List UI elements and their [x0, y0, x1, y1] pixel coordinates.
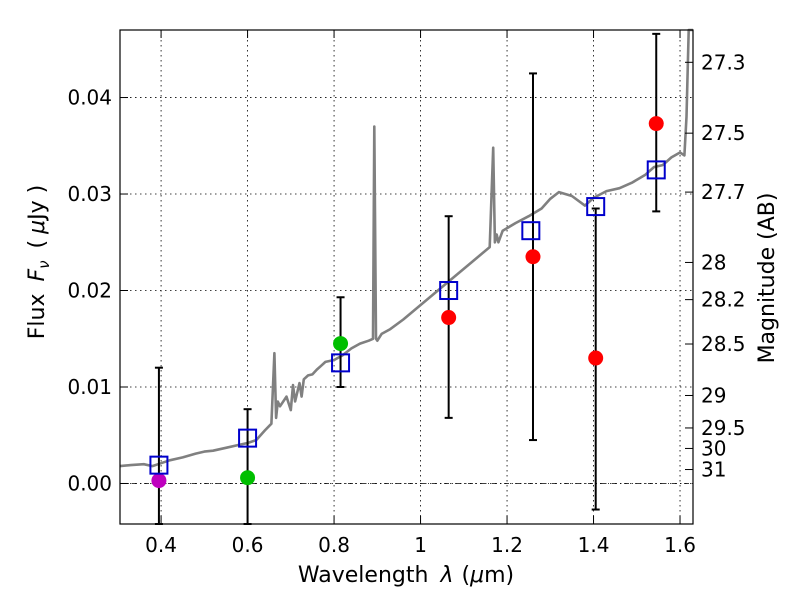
model-square	[521, 221, 541, 241]
mag-tick-label: 27.5	[701, 121, 746, 145]
observed-point	[151, 473, 167, 489]
observed-point	[240, 470, 256, 486]
model-photometry-squares	[149, 160, 666, 475]
mag-tick-label: 28	[701, 250, 726, 274]
model-square	[439, 281, 459, 301]
model-square	[646, 160, 666, 180]
y-tick-label: 0.02	[67, 279, 112, 303]
y2-axis-label: Magnitude (AB)	[755, 193, 780, 364]
error-bars	[154, 32, 661, 525]
y-tick-label: 0.03	[67, 182, 112, 206]
y-axis-label: FluxFν(μJy )	[25, 185, 53, 339]
mag-tick-label: 27.7	[701, 180, 746, 204]
x-tick-label: 1.4	[578, 533, 610, 557]
x-axis-label: Wavelength λ (μm)	[298, 563, 514, 588]
mag-tick-label: 29	[701, 383, 726, 407]
axis-ticks: 0.4 0.6 0.8 1 1.2 1.4 1.6 0.00 0.01 0.02 0.03 0.04 2…	[67, 30, 746, 557]
x-tick-label: 1.2	[491, 533, 523, 557]
x-tick-label: 1.6	[664, 533, 696, 557]
mag-tick-label: 27.3	[701, 50, 746, 74]
plot-frame	[119, 29, 694, 525]
y-tick-label: 0.04	[67, 86, 112, 110]
y-tick-label: 0.00	[67, 471, 112, 495]
observed-points	[151, 116, 664, 489]
spectrum-series	[119, 28, 693, 468]
x-tick-label: 0.8	[318, 533, 350, 557]
x-tick-label: 0.6	[232, 533, 264, 557]
observed-point	[588, 350, 604, 366]
model-square	[331, 353, 351, 373]
observed-point	[525, 249, 541, 265]
mag-tick-label: 30	[701, 436, 726, 460]
mag-tick-label: 31	[701, 458, 726, 482]
x-tick-label: 0.4	[145, 533, 177, 557]
axes-box	[119, 29, 694, 525]
mag-tick-label: 29.5	[701, 416, 746, 440]
model-square	[238, 428, 258, 448]
observed-point	[648, 116, 664, 132]
mag-tick-label: 28.5	[701, 332, 746, 356]
model-square	[586, 197, 606, 217]
observed-point	[441, 310, 457, 326]
grid-lines	[120, 30, 693, 524]
y-tick-label: 0.01	[67, 375, 112, 399]
observed-point	[333, 336, 349, 352]
mag-tick-label: 28.2	[701, 288, 746, 312]
x-tick-label: 1	[414, 533, 427, 557]
model-square	[149, 455, 169, 475]
spectrum-line	[119, 28, 693, 468]
